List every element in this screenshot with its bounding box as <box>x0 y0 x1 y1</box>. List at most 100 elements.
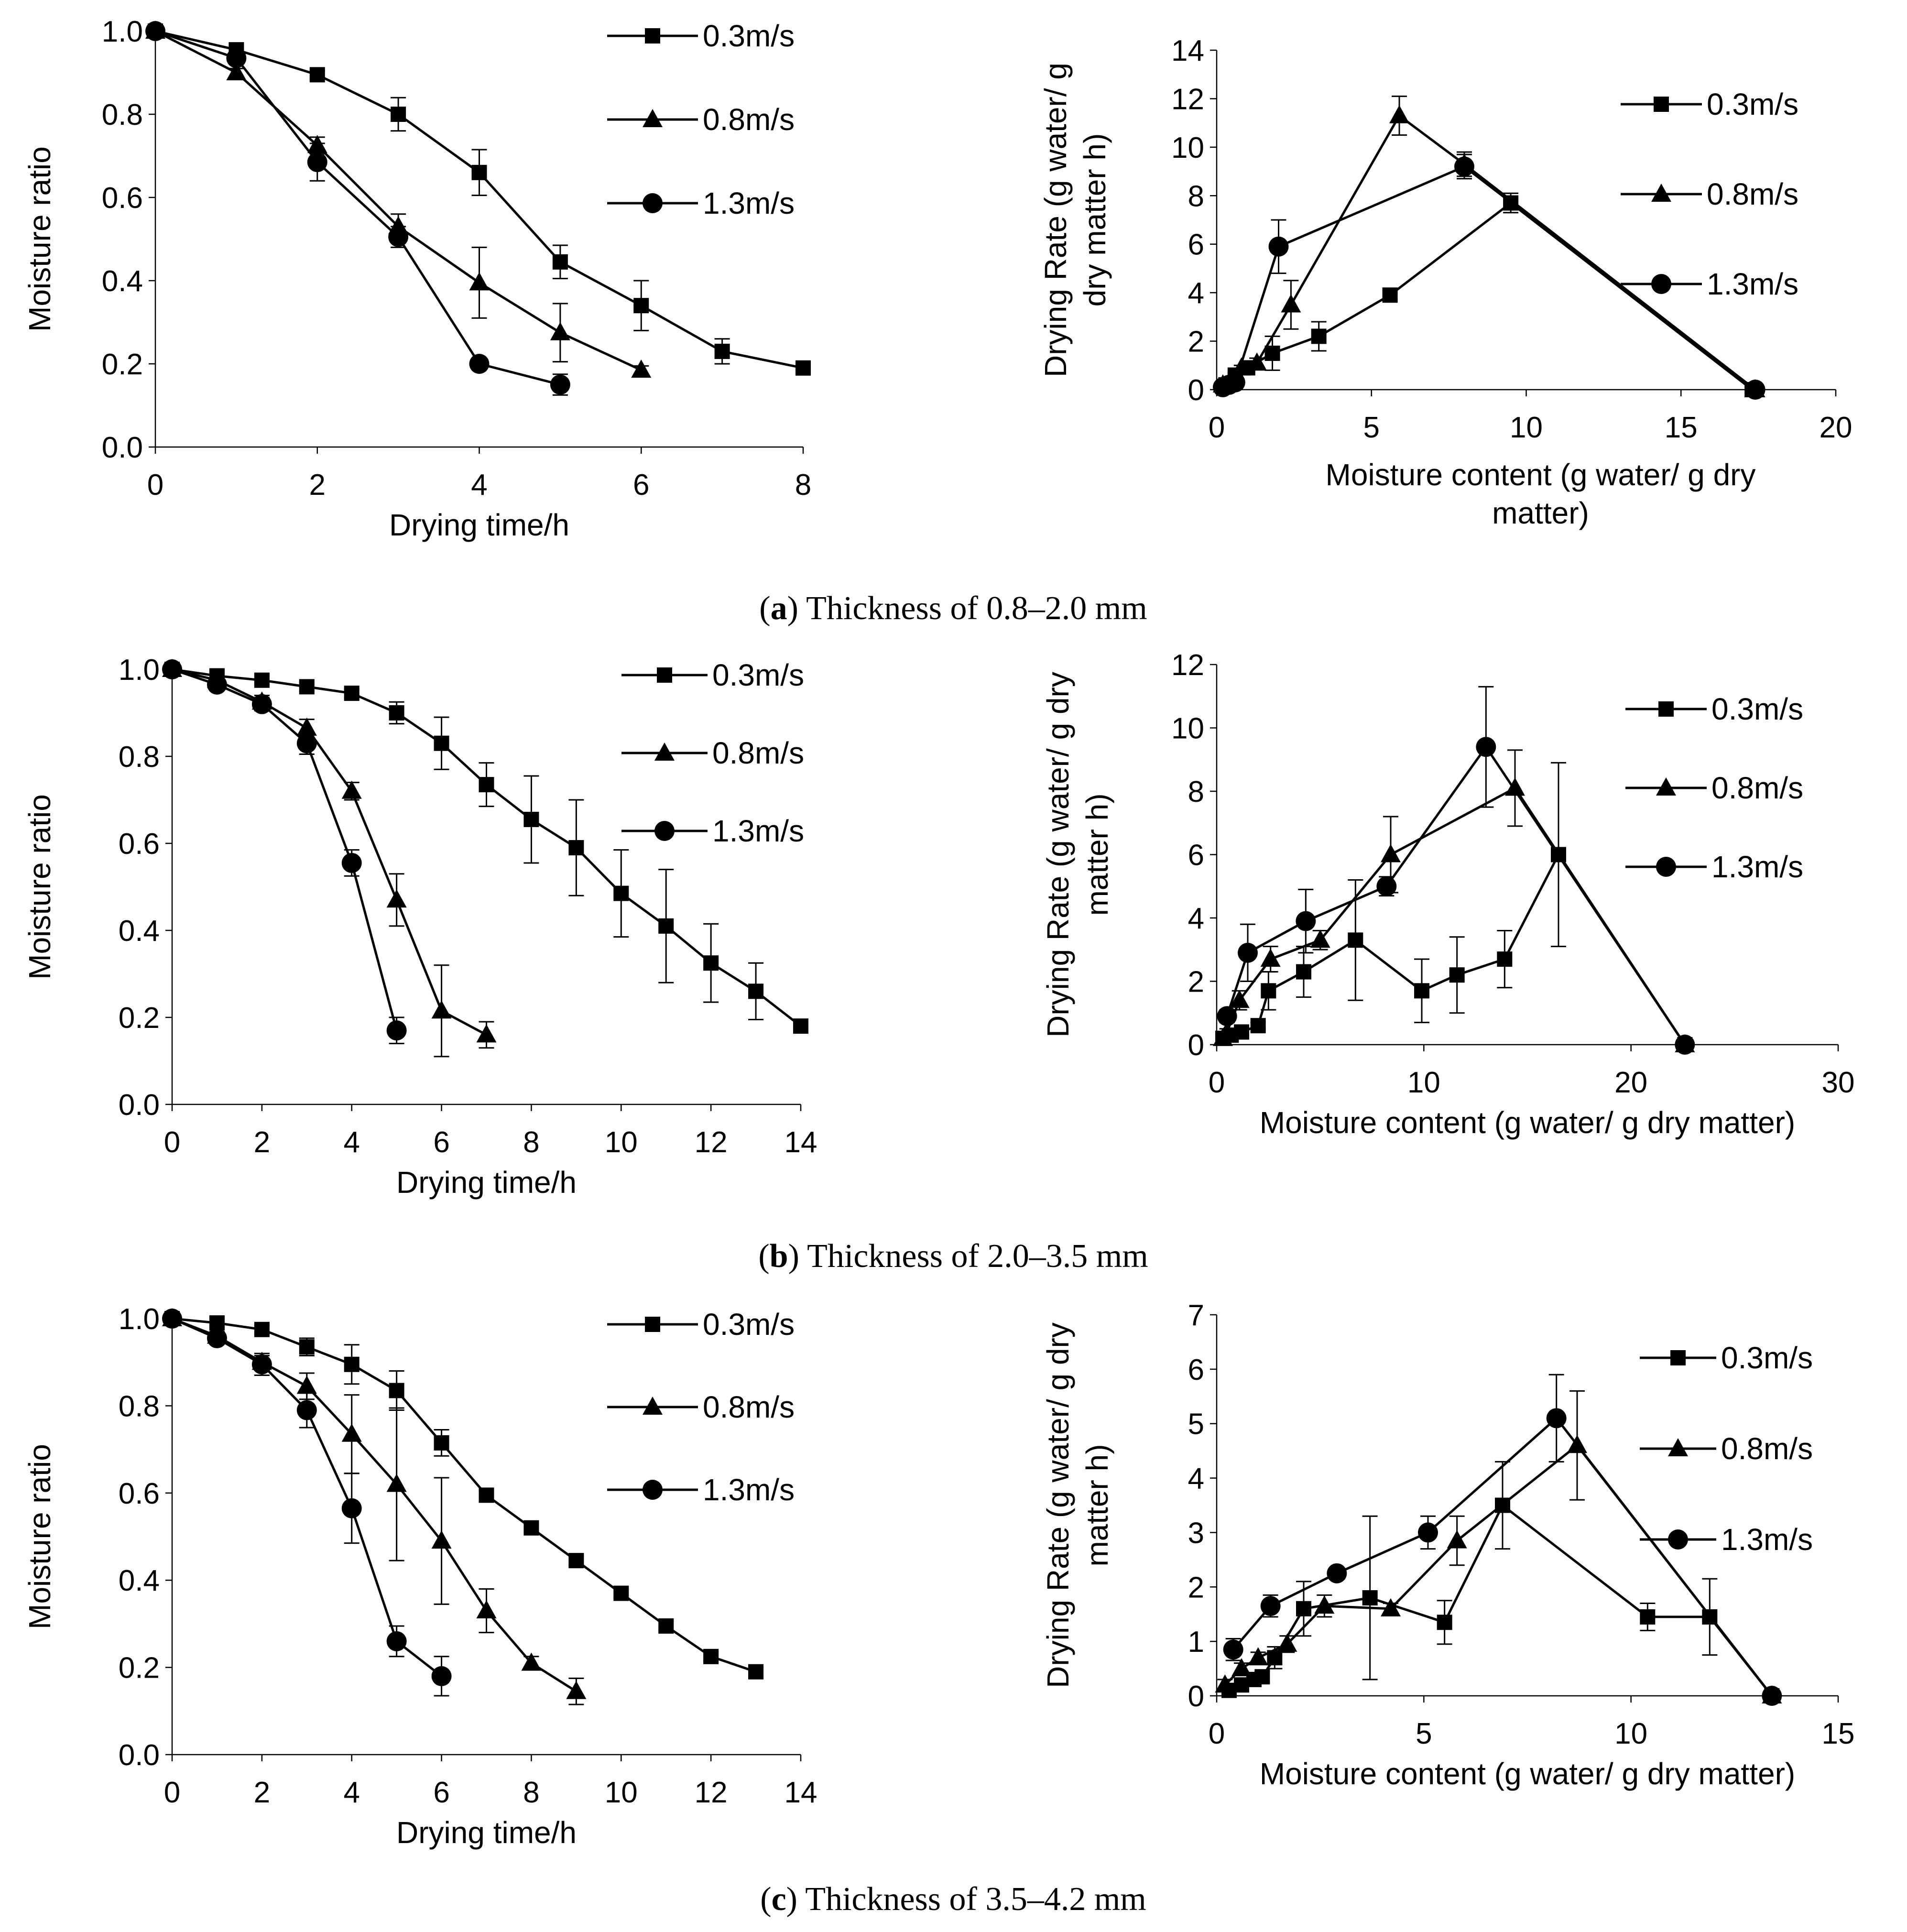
y-tick-label: 0.2 <box>102 348 143 381</box>
data-point <box>1382 287 1398 303</box>
data-point <box>1296 964 1311 980</box>
data-point <box>748 983 764 999</box>
y-tick-label: 14 <box>1171 34 1204 67</box>
legend-label: 0.3m/s <box>1711 692 1803 726</box>
x-axis-title: Moisture content (g water/ g dry matter) <box>1260 1105 1795 1140</box>
data-point <box>469 272 490 291</box>
series-line <box>154 30 642 371</box>
series-line <box>172 668 398 1031</box>
legend-marker <box>1651 184 1671 202</box>
series-line <box>155 30 561 386</box>
y-tick-label: 3 <box>1188 1517 1204 1550</box>
legend-marker <box>1656 857 1676 877</box>
series-line <box>1228 1503 1773 1697</box>
y-tick-label: 1.0 <box>119 1303 160 1336</box>
x-tick-label: 2 <box>254 1126 270 1159</box>
data-point <box>386 1631 407 1651</box>
series-line <box>171 1317 443 1677</box>
data-point <box>1254 1669 1270 1685</box>
data-point <box>299 679 315 695</box>
data-point <box>309 67 325 83</box>
y-axis-title: Moisture ratio <box>22 794 57 980</box>
data-point <box>1381 1598 1401 1616</box>
data-point <box>1260 949 1281 967</box>
legend-marker <box>645 28 660 44</box>
x-axis-title: matter) <box>1492 496 1589 530</box>
data-point <box>793 1018 808 1034</box>
y-tick-label: 0.8 <box>119 1390 160 1423</box>
data-point <box>703 1648 719 1664</box>
legend-marker <box>1668 1529 1688 1550</box>
series-0.3m/s: 0.3m/s <box>1221 1341 1813 1703</box>
x-tick-label: 0 <box>1209 1066 1225 1099</box>
y-tick-label: 10 <box>1171 712 1204 745</box>
data-point <box>296 1375 317 1394</box>
data-point <box>1381 844 1401 862</box>
series-line <box>1222 114 1756 391</box>
legend-label: 0.8m/s <box>712 736 804 770</box>
series-line <box>1226 744 1686 1046</box>
data-point <box>341 780 362 799</box>
data-point <box>1250 1018 1266 1034</box>
legend-label: 0.3m/s <box>703 19 795 53</box>
data-point <box>1231 1658 1252 1677</box>
data-point <box>299 1339 315 1355</box>
series-1.3m/s: 1.3m/s <box>162 1309 795 1697</box>
y-axis-title: Drying Rate (g water/ g dry <box>1041 1322 1075 1688</box>
legend-marker <box>654 821 675 841</box>
data-point <box>1217 1021 1237 1040</box>
y-tick-label: 0.6 <box>119 828 160 861</box>
x-tick-label: 6 <box>433 1776 449 1809</box>
data-point <box>1447 1530 1467 1549</box>
data-point <box>550 374 570 395</box>
series-0.3m/s: 0.3m/s <box>1215 692 1803 1052</box>
x-tick-label: 5 <box>1363 411 1380 444</box>
x-tick-label: 8 <box>795 469 811 502</box>
data-point <box>1745 380 1765 400</box>
data-point <box>341 1423 362 1442</box>
x-tick-label: 0 <box>1209 1717 1225 1750</box>
legend-label: 0.3m/s <box>712 658 804 692</box>
data-point <box>1260 1596 1281 1616</box>
y-tick-label: 4 <box>1188 902 1204 935</box>
x-tick-label: 10 <box>1407 1066 1440 1099</box>
data-point <box>296 717 317 736</box>
series-1.3m/s: 1.3m/s <box>162 659 804 1045</box>
data-point <box>162 1309 182 1329</box>
legend-marker <box>1668 1438 1688 1456</box>
y-tick-label: 8 <box>1188 775 1204 808</box>
x-tick-label: 4 <box>343 1776 360 1809</box>
series-0.3m/s: 0.3m/s <box>164 1307 795 1680</box>
y-tick-label: 0.4 <box>102 265 143 298</box>
legend-label: 0.8m/s <box>1711 771 1803 805</box>
series-line <box>172 668 487 1036</box>
x-tick-label: 30 <box>1822 1066 1855 1099</box>
data-point <box>1223 1639 1243 1660</box>
y-tick-label: 1.0 <box>102 15 143 48</box>
y-tick-label: 0.8 <box>119 741 160 774</box>
caption-a-text: Thickness of 0.8–2.0 mm <box>806 590 1147 627</box>
data-point <box>1296 911 1316 931</box>
x-tick-label: 0 <box>164 1776 180 1809</box>
legend-marker <box>1654 97 1669 112</box>
data-point <box>1296 1601 1311 1616</box>
legend-label: 1.3m/s <box>1707 267 1798 301</box>
data-point <box>251 694 272 714</box>
legend-label: 0.8m/s <box>703 1390 795 1424</box>
x-tick-label: 15 <box>1665 411 1698 444</box>
legend-marker <box>1656 777 1676 796</box>
series-0.8m/s: 0.8m/s <box>145 21 795 378</box>
data-point <box>386 1020 407 1041</box>
y-tick-label: 0.4 <box>119 915 160 948</box>
x-axis-title: Drying time/h <box>396 1815 577 1850</box>
data-point <box>1505 777 1525 796</box>
chart-a-right: 0 2 4 6 8 10 12 14 0 5 10 15 20 Moisture content (g w… <box>1038 34 1852 530</box>
y-tick-label: 0.2 <box>119 1652 160 1685</box>
x-tick-label: 10 <box>605 1776 638 1809</box>
data-point <box>703 955 719 971</box>
data-point <box>1234 1024 1249 1040</box>
series-1.3m/s: 1.3m/s <box>1223 1374 1813 1706</box>
chart-b-right: 0 2 4 6 8 10 12 0 10 20 30 Moisture content (g wate… <box>1041 649 1854 1140</box>
data-point <box>1311 328 1327 344</box>
data-point <box>471 164 487 180</box>
